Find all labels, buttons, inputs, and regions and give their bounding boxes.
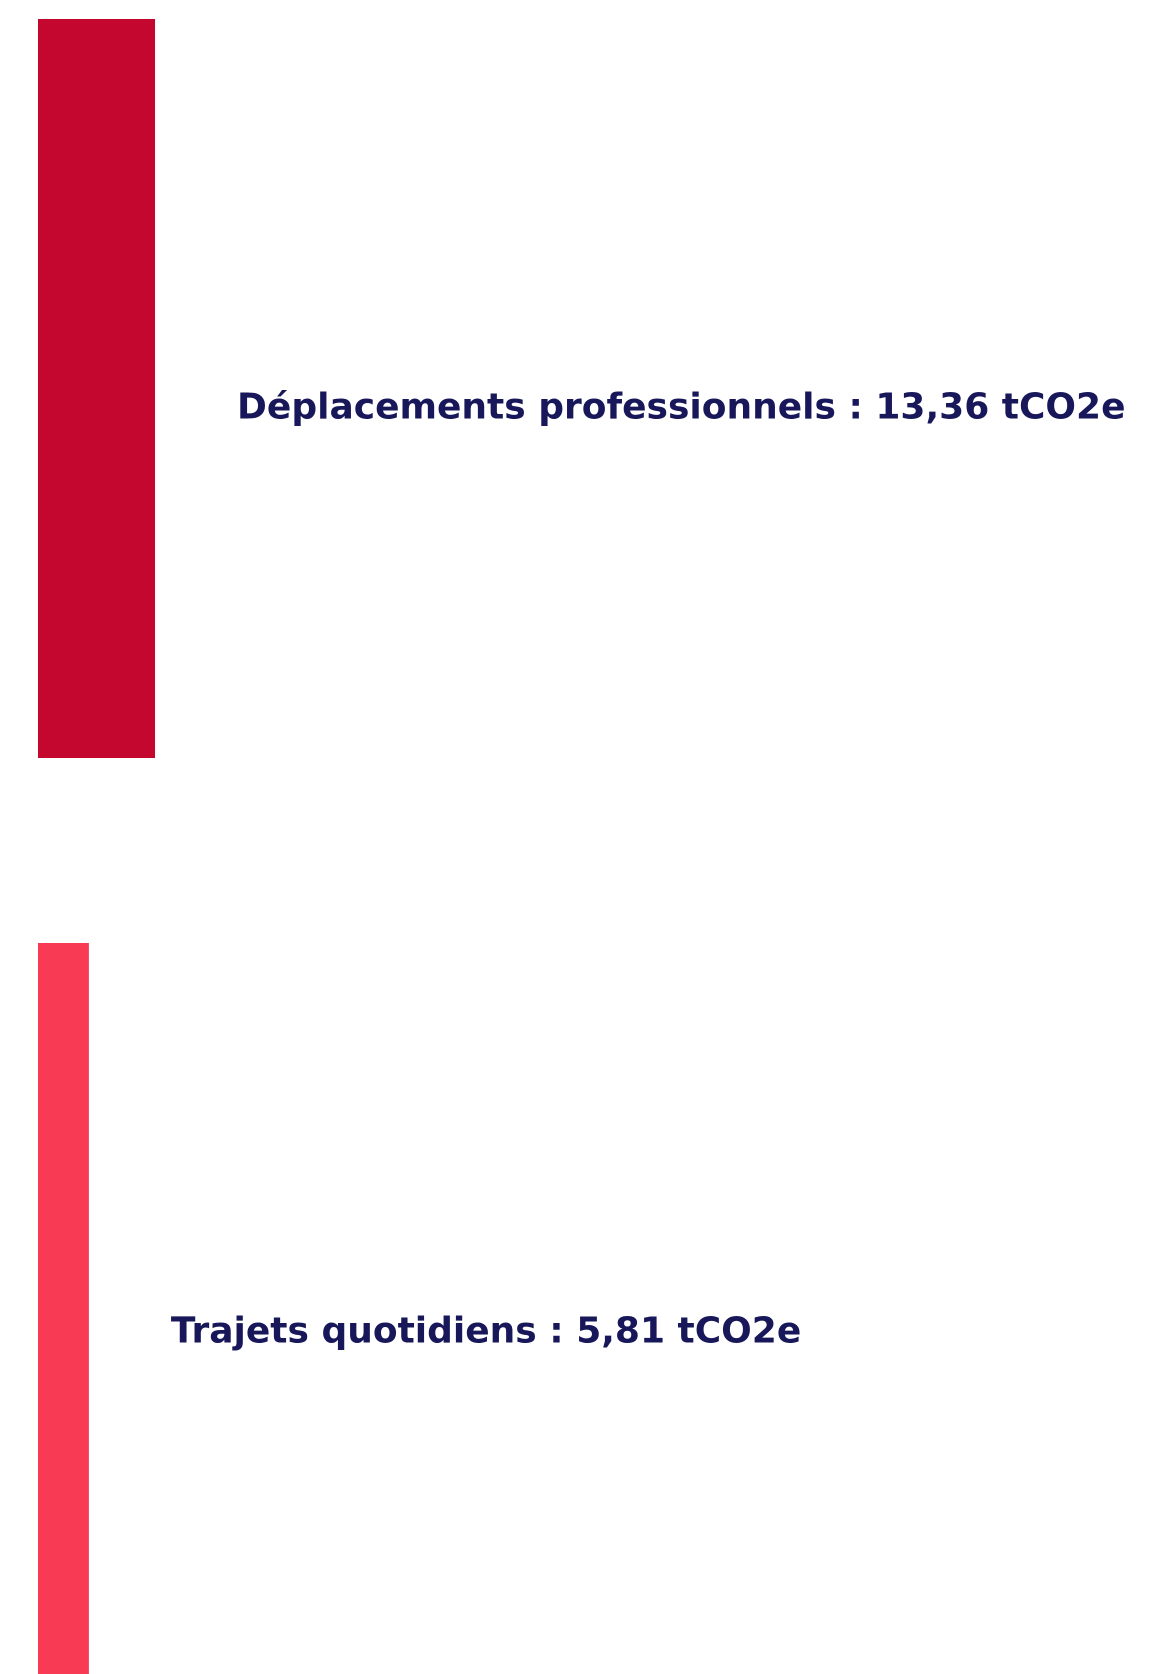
bar [38, 19, 156, 758]
bar-label: Déplacements professionnels : 13,36 tCO2… [237, 387, 1125, 428]
bar [38, 943, 89, 1674]
bar-label: Trajets quotidiens : 5,81 tCO2e [171, 1311, 801, 1352]
